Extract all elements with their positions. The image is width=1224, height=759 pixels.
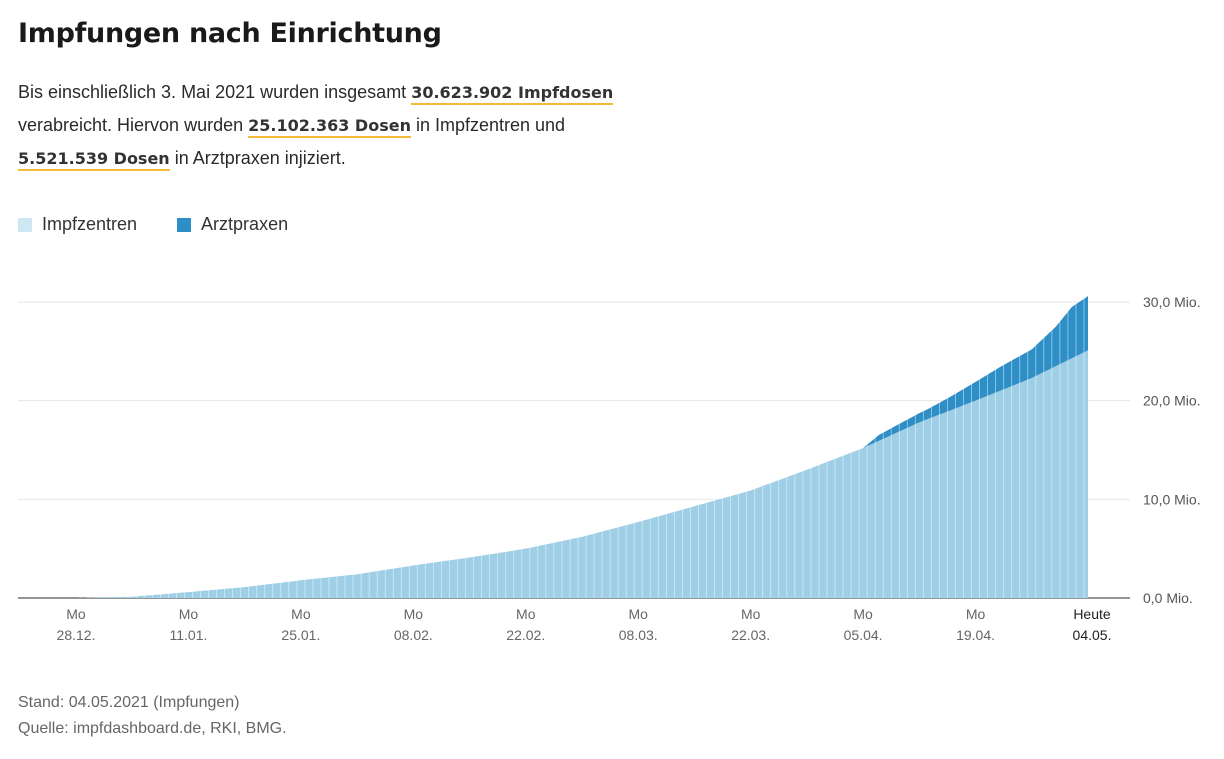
series-area-impfzentren[interactable] (76, 350, 1088, 598)
x-tick-weekday: Mo (966, 606, 986, 622)
legend-swatch-arztpraxen (177, 217, 192, 232)
source-text: Quelle: impfdashboard.de, RKI, BMG. (18, 720, 287, 737)
x-tick-date: 28.12. (57, 627, 96, 643)
x-tick-weekday: Heute (1073, 606, 1111, 622)
stacked-area-chart[interactable]: 0,0 Mio. 10,0 Mio. 20,0 Mio. 30,0 Mio. Mo 28… (0, 270, 1224, 650)
x-tick-weekday: Mo (404, 606, 424, 622)
impfzentren-doses-highlight: 25.102.363 Dosen (248, 116, 411, 138)
x-tick-weekday: Mo (179, 606, 199, 622)
legend-label-arztpraxen: Arztpraxen (201, 214, 289, 234)
y-tick-label: 10,0 Mio. (1143, 491, 1201, 507)
areas (76, 296, 1088, 598)
intro-part-4: in Arztpraxen injiziert. (174, 148, 346, 168)
legend: Impfzentren Arztpraxen (18, 214, 288, 235)
x-tick-date: 25.01. (281, 627, 320, 643)
legend-item-arztpraxen[interactable]: Arztpraxen (177, 214, 288, 235)
stand-text: Stand: 04.05.2021 (Impfungen) (18, 694, 240, 711)
intro-part-2: verabreicht. Hiervon wurden (18, 115, 244, 135)
legend-swatch-impfzentren (18, 217, 32, 232)
footer: Stand: 04.05.2021 (Impfungen) Quelle: im… (18, 690, 287, 742)
y-tick-label: 0,0 Mio. (1143, 590, 1193, 606)
x-tick-weekday: Mo (853, 606, 873, 622)
x-tick-date: 11.01. (169, 627, 207, 643)
day-columns (79, 295, 1085, 598)
x-tick-date: 08.03. (619, 627, 658, 643)
x-tick-date: 05.04. (844, 627, 883, 643)
x-tick-date: 04.05. (1073, 627, 1112, 643)
x-tick-date: 22.02. (506, 627, 545, 643)
x-tick-weekday: Mo (628, 606, 648, 622)
x-tick-date: 08.02. (394, 627, 433, 643)
x-tick-weekday: Mo (516, 606, 536, 622)
total-doses-highlight: 30.623.902 Impfdosen (411, 83, 614, 105)
x-tick-weekday: Mo (291, 606, 311, 622)
x-tick-date: 22.03. (731, 627, 770, 643)
y-tick-label: 20,0 Mio. (1143, 393, 1201, 409)
x-axis: Mo 28.12. Mo 11.01. Mo 25.01. Mo 08.02. Mo 22.02.… (57, 606, 1112, 643)
y-axis: 0,0 Mio. 10,0 Mio. 20,0 Mio. 30,0 Mio. (1143, 294, 1201, 606)
legend-label-impfzentren: Impfzentren (42, 214, 138, 234)
x-tick-weekday: Mo (66, 606, 86, 622)
intro-part-1: Bis einschließlich 3. Mai 2021 wurden in… (18, 82, 407, 102)
chart-title: Impfungen nach Einrichtung (18, 18, 442, 49)
legend-item-impfzentren[interactable]: Impfzentren (18, 214, 137, 235)
y-tick-label: 30,0 Mio. (1143, 294, 1201, 310)
intro-text: Bis einschließlich 3. Mai 2021 wurden in… (18, 76, 658, 175)
x-tick-date: 19.04. (956, 627, 995, 643)
intro-part-3: in Impfzentren und (415, 115, 566, 135)
arztpraxen-doses-highlight: 5.521.539 Dosen (18, 149, 170, 171)
x-tick-weekday: Mo (741, 606, 761, 622)
